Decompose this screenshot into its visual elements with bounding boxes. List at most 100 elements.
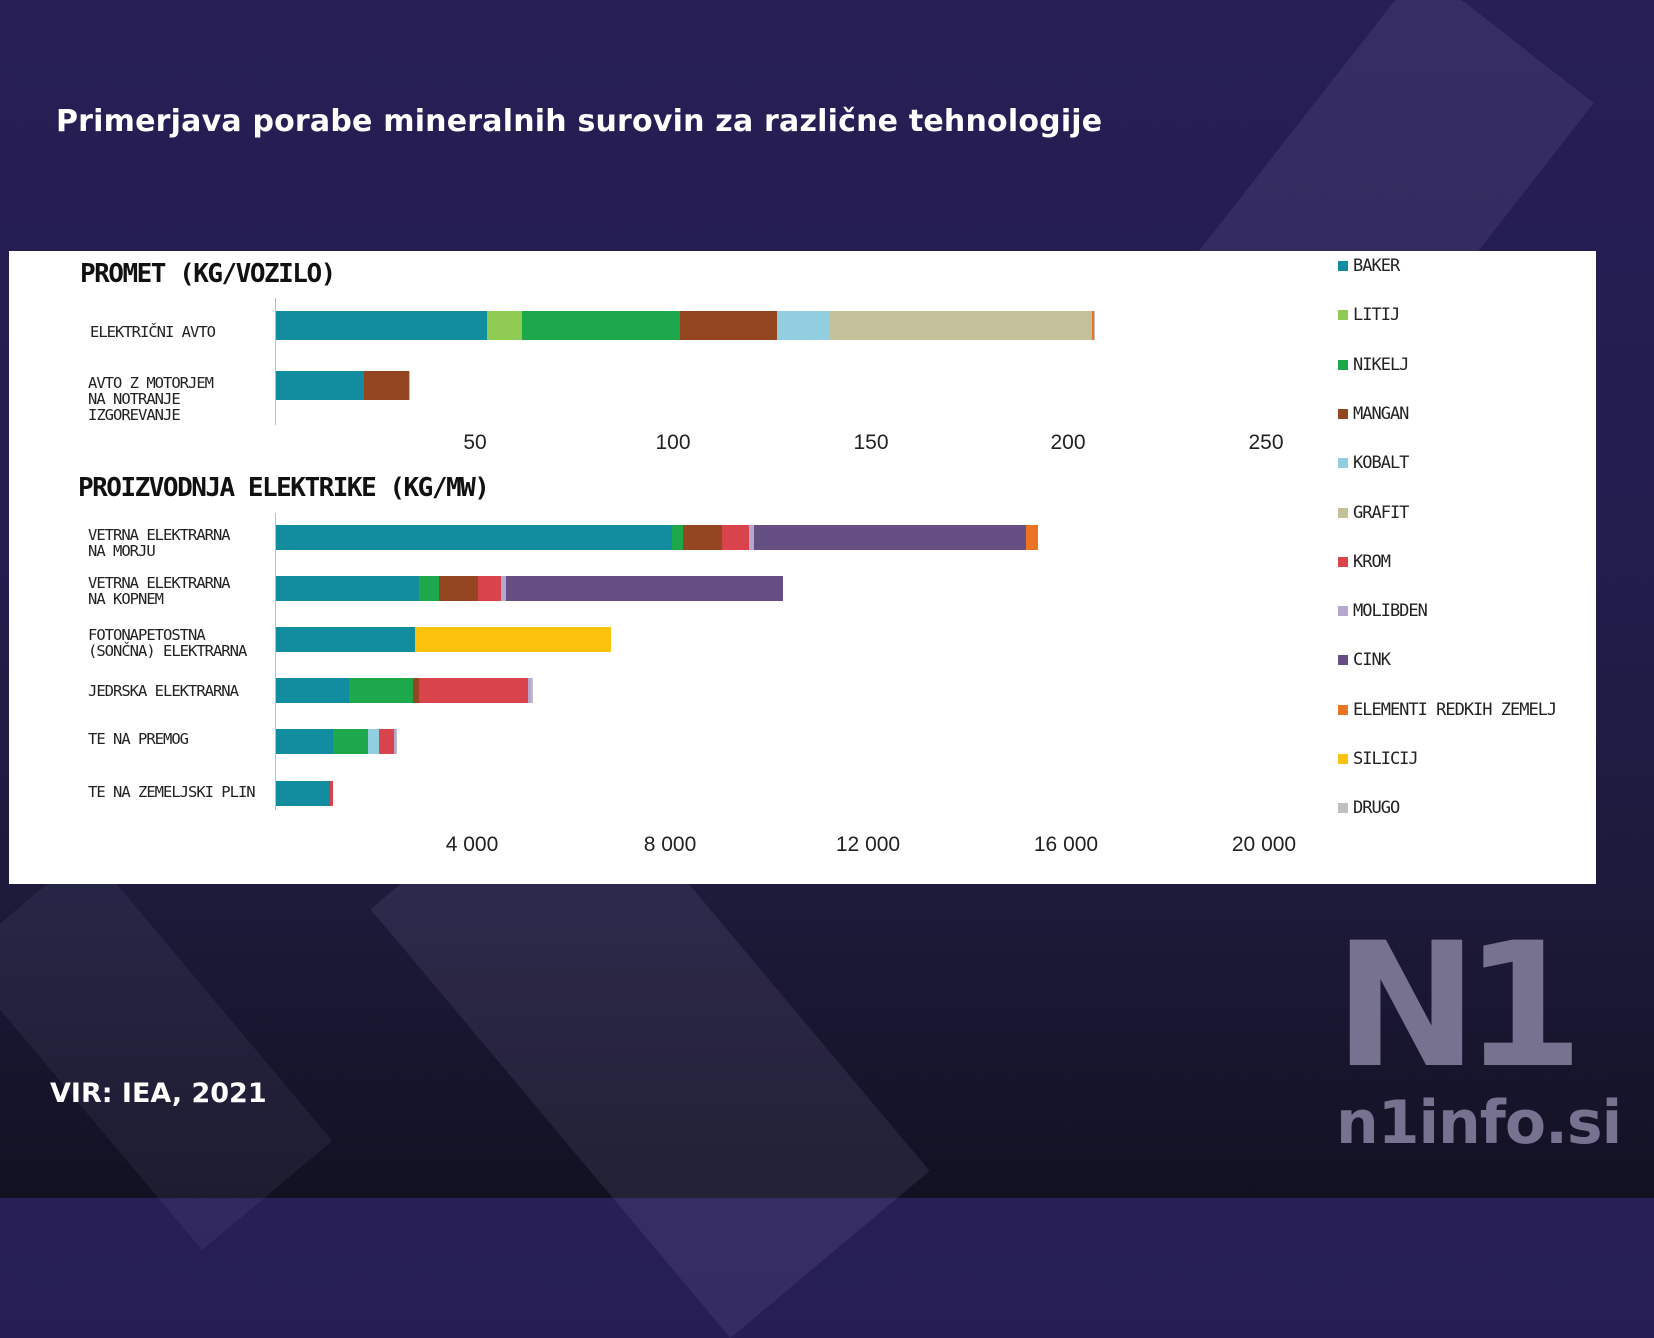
source-note: VIR: IEA, 2021 (50, 1078, 267, 1109)
legend-swatch (1338, 704, 1348, 715)
bar-segment-baker (276, 678, 349, 703)
bar-segment-cink (505, 576, 783, 601)
y-axis-electricity (275, 513, 276, 810)
category-label: TE NA PREMOG (88, 730, 189, 748)
legend-item: GRAFIT (1338, 502, 1409, 523)
bar-segment-mangan (683, 525, 723, 550)
legend-swatch (1338, 408, 1348, 419)
legend-item: NIKELJ (1338, 354, 1409, 375)
site-name: n1info.si (1336, 1088, 1622, 1158)
legend-label: MOLIBDEN (1353, 601, 1428, 622)
category-label: ELEKTRIČNI AVTO (90, 323, 216, 341)
y-axis-transport (275, 298, 276, 425)
bar-segment-cink (754, 525, 1026, 550)
legend-swatch (1338, 556, 1348, 567)
bar-segment-elementi-redkih-zemelj (1026, 525, 1038, 550)
category-label: TE NA ZEMELJSKI PLIN (88, 783, 256, 801)
legend-label: GRAFIT (1353, 502, 1409, 523)
bar-segment-molibden (748, 525, 755, 550)
category-label: JEDRSKA ELEKTRARNA (88, 682, 239, 700)
bar-segment-krom (722, 525, 749, 550)
bar-segment-mangan (679, 311, 777, 340)
x-tick-label: 50 (463, 431, 487, 454)
x-tick-label: 250 (1248, 431, 1284, 454)
bar-segment-nikelj (332, 729, 369, 754)
legend-item: LITIJ (1338, 305, 1400, 326)
chart-title-electricity: PROIZVODNJA ELEKTRIKE (KG/MW) (78, 473, 490, 503)
legend-swatch (1338, 507, 1348, 518)
legend-swatch (1338, 261, 1348, 271)
background-stripe (0, 849, 333, 1251)
legend-item: KOBALT (1338, 453, 1409, 474)
legend-swatch (1338, 310, 1348, 321)
bar-segment-mangan (439, 576, 478, 601)
bar-segment-baker (276, 781, 331, 806)
bar-segment-drugo (408, 371, 411, 400)
legend-item: KROM (1338, 551, 1391, 572)
bar-segment-drugo (531, 678, 534, 703)
legend-label: BAKER (1353, 256, 1400, 276)
legend-item: MOLIBDEN (1338, 601, 1428, 622)
x-tick-label: 12 000 (835, 833, 901, 856)
bar-segment-molibden (393, 729, 396, 754)
bar-segment-baker (276, 525, 672, 550)
bar-segment-nikelj (348, 678, 413, 703)
bar-segment-baker (276, 371, 365, 400)
bar-segment-grafit (829, 311, 1092, 340)
bar-segment-elementi-redkih-zemelj (1091, 311, 1094, 340)
x-tick-label: 100 (655, 431, 691, 454)
legend-item: DRUGO (1338, 798, 1400, 819)
bar-segment-kobalt (368, 729, 379, 754)
legend-item: SILICIJ (1338, 749, 1419, 769)
bar-segment-mangan (412, 678, 420, 703)
chart-title-transport: PROMET (KG/VOZILO) (80, 259, 336, 289)
bar-segment-baker (276, 627, 416, 652)
n1-logo: N1 (1334, 905, 1584, 1106)
x-tick-label: 4 000 (445, 833, 499, 856)
legend-item: BAKER (1338, 256, 1400, 276)
bar-segment-krom (419, 678, 528, 703)
x-tick-label: 20 000 (1231, 833, 1297, 856)
page-title: Primerjava porabe mineralnih surovin za … (56, 104, 1103, 139)
legend-swatch (1338, 803, 1348, 814)
legend-item: ELEMENTI REDKIH ZEMELJ (1338, 699, 1557, 720)
bar-segment-baker (276, 576, 420, 601)
category-label: VETRNA ELEKTRARNA NA MORJU (88, 526, 231, 560)
bar-segment-molibden (500, 576, 506, 601)
legend-label: MANGAN (1353, 403, 1409, 424)
legend-label: KROM (1353, 551, 1391, 572)
bar-segment-drugo (1093, 311, 1096, 340)
legend-swatch (1338, 458, 1348, 469)
bar-segment-molibden (527, 678, 532, 703)
bar-segment-krom (330, 781, 334, 806)
category-label: VETRNA ELEKTRARNA NA KOPNEM (88, 574, 231, 608)
legend-item: CINK (1338, 650, 1391, 671)
bar-segment-nikelj (671, 525, 684, 550)
category-label: FOTONAPETOSTNA (SONČNA) ELEKTRARNA (88, 626, 247, 660)
x-tick-label: 16 000 (1033, 833, 1099, 856)
legend-swatch (1338, 606, 1348, 617)
legend-label: KOBALT (1353, 453, 1409, 474)
legend-label: LITIJ (1353, 305, 1400, 326)
bar-segment-kobalt (776, 311, 830, 340)
x-tick-label: 8 000 (643, 833, 697, 856)
bar-segment-mangan (364, 371, 409, 400)
legend-item: MANGAN (1338, 403, 1409, 424)
bar-segment-nikelj (521, 311, 680, 340)
legend-label: NIKELJ (1353, 354, 1409, 375)
legend-label: ELEMENTI REDKIH ZEMELJ (1353, 699, 1557, 720)
bar-segment-baker (276, 729, 333, 754)
legend-swatch (1338, 754, 1348, 764)
x-tick-label: 150 (853, 431, 889, 454)
legend-swatch (1338, 655, 1348, 666)
bar-segment-krom (477, 576, 501, 601)
chart-panel: PROMET (KG/VOZILO) ELEKTRIČNI AVTO AVTO … (9, 251, 1596, 884)
legend-label: DRUGO (1353, 798, 1400, 819)
legend-label: SILICIJ (1353, 749, 1419, 769)
legend-label: CINK (1353, 650, 1391, 671)
bar-segment-silicij (415, 627, 611, 652)
bar-segment-nikelj (419, 576, 440, 601)
bar-segment-baker (276, 311, 487, 340)
legend-swatch (1338, 359, 1348, 370)
x-tick-label: 200 (1050, 431, 1086, 454)
